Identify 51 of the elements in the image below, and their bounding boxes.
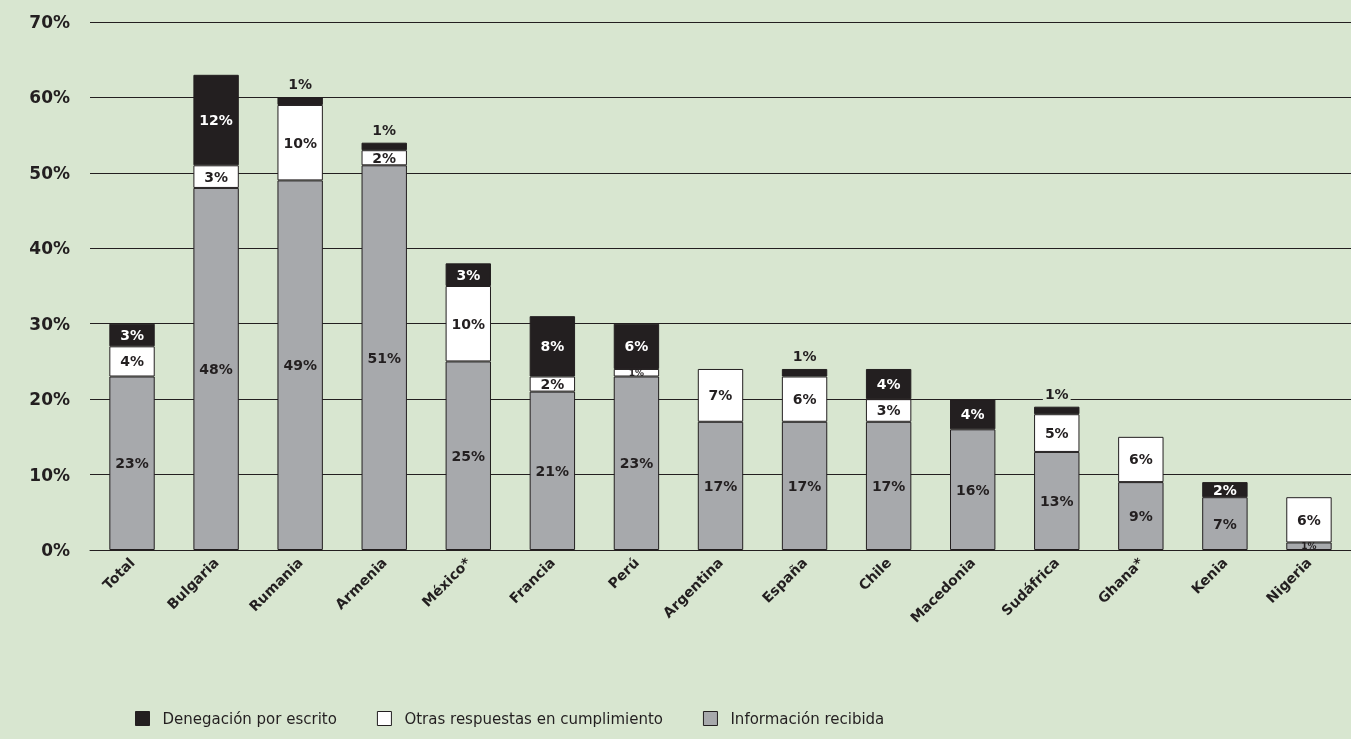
data-label: 51% [367,349,401,366]
legend-label: Información recibida [730,709,885,728]
y-tick-label: 60% [29,87,70,108]
data-label: 2% [372,149,397,166]
y-tick-label: 20% [29,389,70,410]
data-label: 12% [199,112,233,129]
data-label: 3% [456,266,481,283]
data-label: 17% [787,477,822,494]
data-label: 1% [1301,541,1317,552]
data-label: 17% [871,477,906,494]
data-label: 1% [372,121,397,138]
data-label: 6% [1128,451,1153,468]
data-label: 10% [451,315,486,332]
data-label: 13% [1040,492,1074,509]
data-label: 3% [120,327,144,344]
data-label: 1% [1044,385,1069,402]
data-label: 5% [1044,425,1069,442]
data-label: 3% [204,168,228,185]
data-label: 4% [120,353,144,370]
legend-label: Denegación por escrito [162,709,337,728]
data-label: 49% [283,357,317,374]
data-label: 8% [540,338,565,355]
data-label: 1% [792,347,817,364]
data-label: 4% [876,376,901,393]
y-tick-label: 70% [29,12,70,32]
legend-label: Otras respuestas en cumplimiento [404,709,663,728]
y-tick-label: 30% [29,313,70,334]
data-label: 6% [624,338,649,355]
data-label: 6% [1297,511,1321,528]
data-label: 2% [540,376,565,393]
data-label: 23% [619,455,654,472]
y-tick-label: 0% [41,540,70,560]
data-label: 2% [1213,481,1237,498]
data-label: 1% [628,367,645,378]
data-label: 48% [199,360,233,377]
data-label: 7% [708,387,733,404]
data-label: 25% [451,447,486,464]
data-label: 16% [955,481,990,498]
data-label: 9% [1128,508,1153,525]
data-label: 6% [792,391,817,408]
data-label: 4% [960,406,985,423]
data-label: 17% [703,477,738,494]
data-label: 7% [1213,515,1237,532]
data-label: 1% [288,76,313,93]
y-tick-label: 50% [29,162,70,183]
data-label: 3% [876,402,901,419]
y-tick-label: 10% [29,464,70,485]
data-label: 10% [283,134,317,151]
data-label: 23% [115,455,149,472]
y-tick-label: 40% [29,238,70,259]
data-label: 21% [535,462,570,479]
